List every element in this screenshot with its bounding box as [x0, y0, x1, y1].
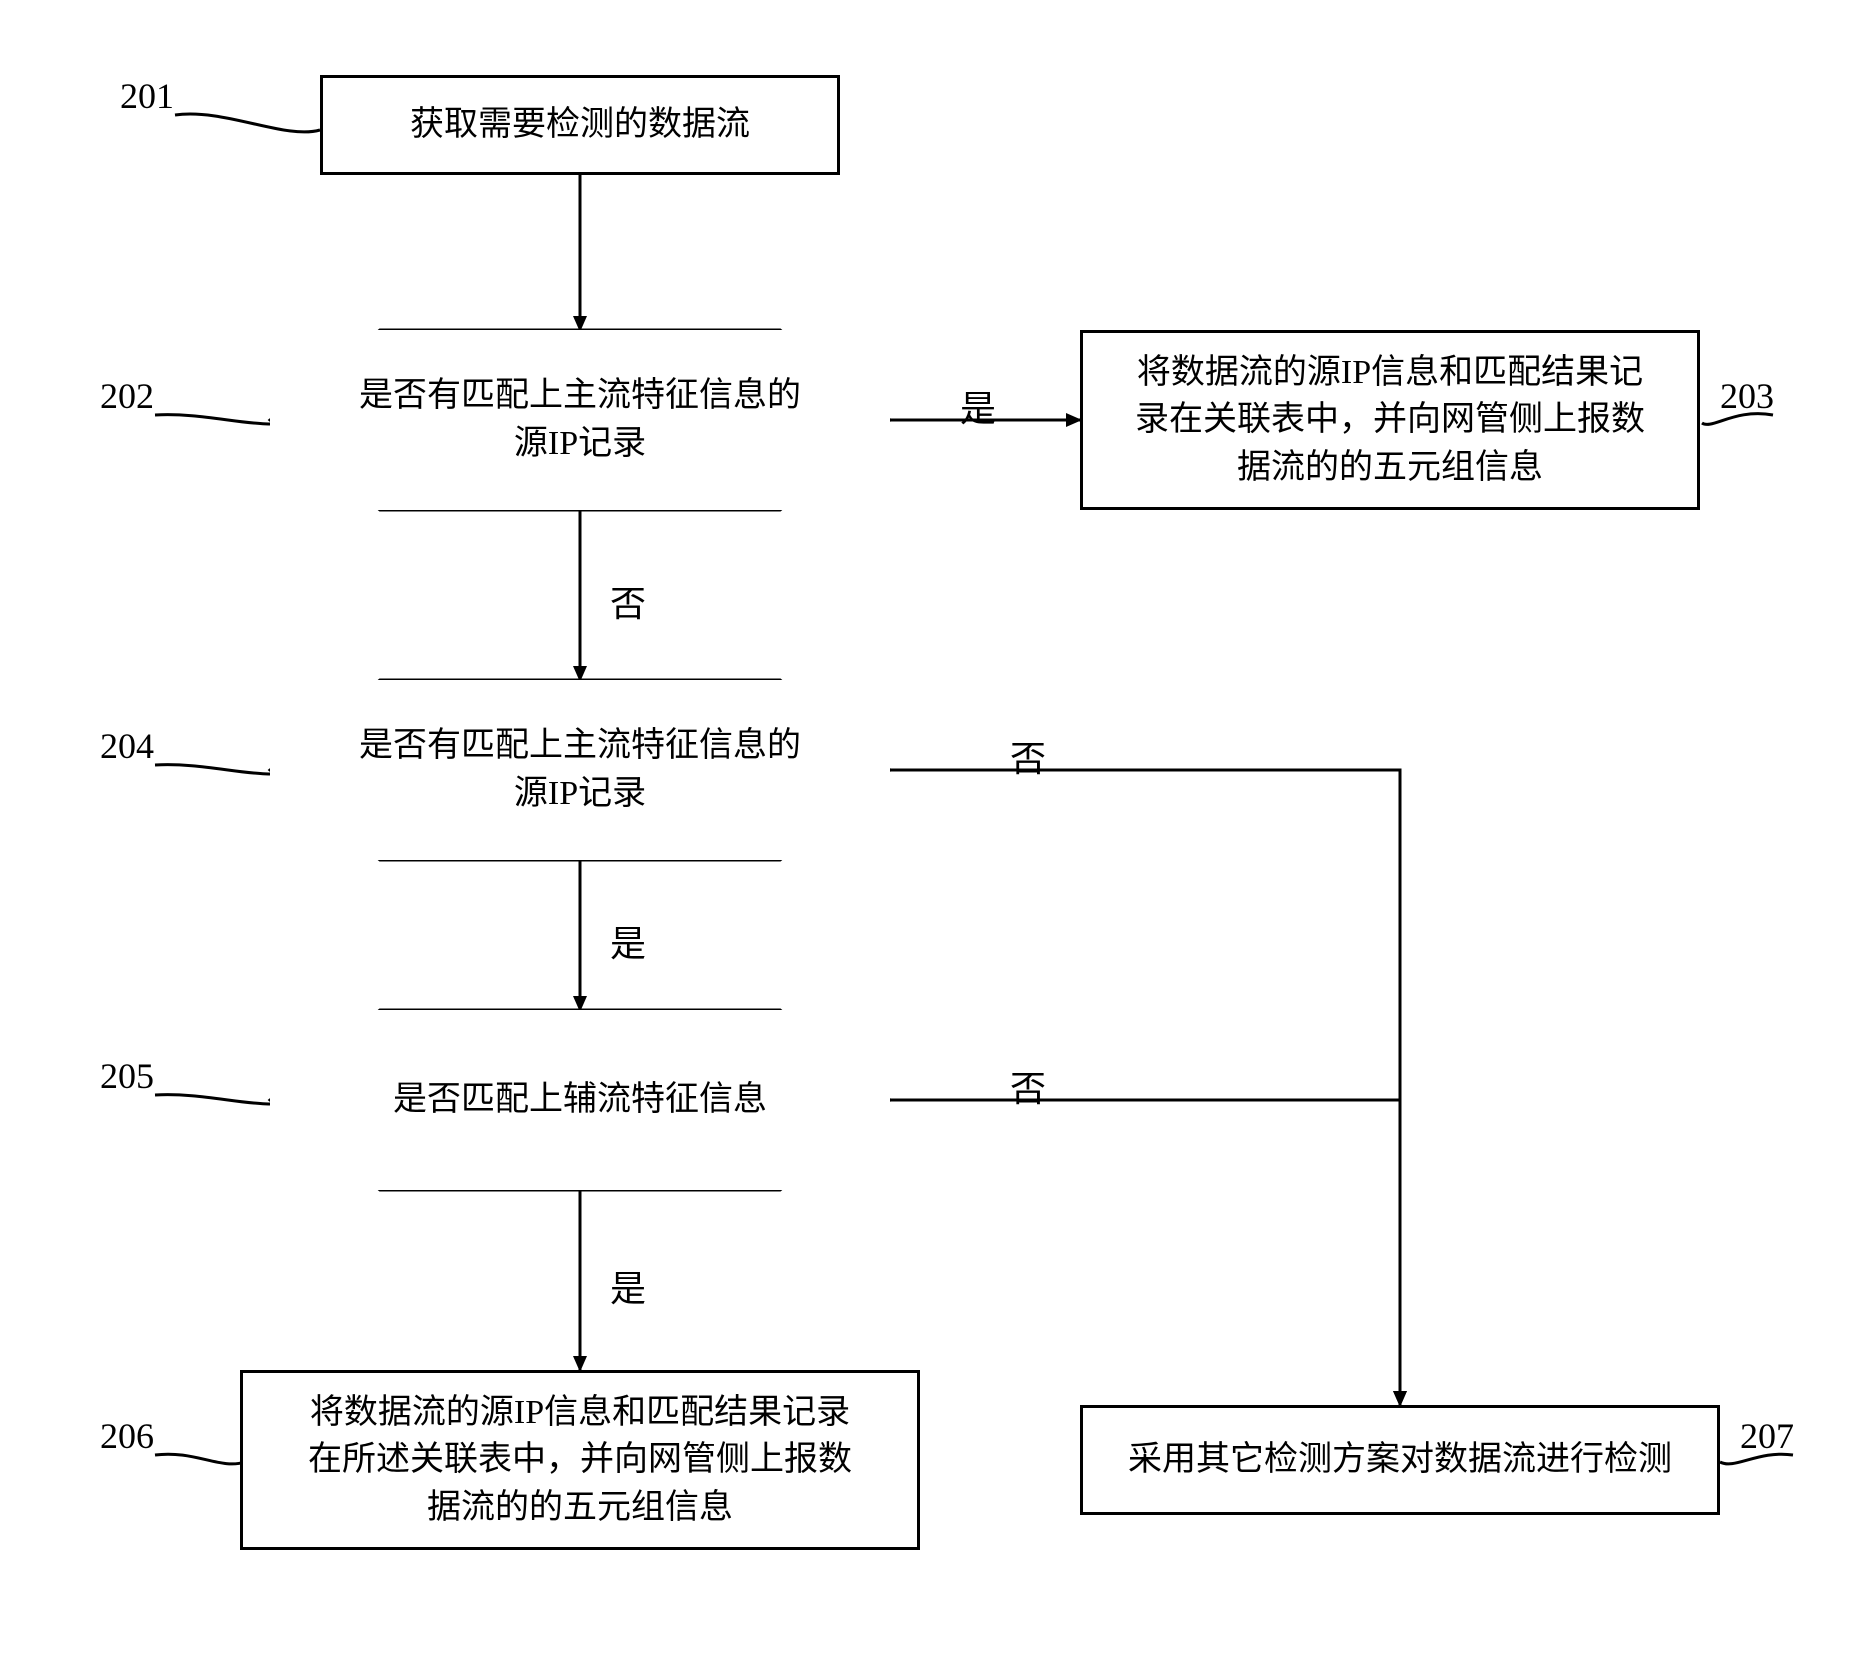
step-text: 是否有匹配上主流特征信息的源IP记录 [351, 372, 809, 467]
step-205: 是否匹配上辅流特征信息 [270, 1010, 890, 1190]
step-number-202: 202 [100, 375, 154, 417]
step-number-206: 206 [100, 1415, 154, 1457]
edge-label: 是 [610, 915, 646, 967]
step-203: 将数据流的源IP信息和匹配结果记录在关联表中，并向网管侧上报数据流的的五元组信息 [1080, 330, 1700, 510]
edge-label: 是 [610, 1260, 646, 1312]
edge-label: 否 [610, 575, 646, 627]
step-202: 是否有匹配上主流特征信息的源IP记录 [270, 330, 890, 510]
step-text: 将数据流的源IP信息和匹配结果记录在关联表中，并向网管侧上报数据流的的五元组信息 [1127, 349, 1653, 492]
step-206: 将数据流的源IP信息和匹配结果记录在所述关联表中，并向网管侧上报数据流的的五元组… [240, 1370, 920, 1550]
step-number-207: 207 [1740, 1415, 1794, 1457]
edge-label: 否 [1010, 1060, 1046, 1112]
edge-label: 否 [1010, 730, 1046, 782]
step-207: 采用其它检测方案对数据流进行检测 [1080, 1405, 1720, 1515]
edge-label: 是 [960, 380, 996, 432]
step-number-203: 203 [1720, 375, 1774, 417]
step-204: 是否有匹配上主流特征信息的源IP记录 [270, 680, 890, 860]
step-text: 采用其它检测方案对数据流进行检测 [1120, 1436, 1680, 1484]
step-text: 获取需要检测的数据流 [402, 101, 758, 149]
step-text: 将数据流的源IP信息和匹配结果记录在所述关联表中，并向网管侧上报数据流的的五元组… [300, 1389, 860, 1532]
step-text: 是否匹配上辅流特征信息 [385, 1076, 775, 1124]
step-text: 是否有匹配上主流特征信息的源IP记录 [351, 722, 809, 817]
step-201: 获取需要检测的数据流 [320, 75, 840, 175]
step-number-204: 204 [100, 725, 154, 767]
step-number-201: 201 [120, 75, 174, 117]
step-number-205: 205 [100, 1055, 154, 1097]
